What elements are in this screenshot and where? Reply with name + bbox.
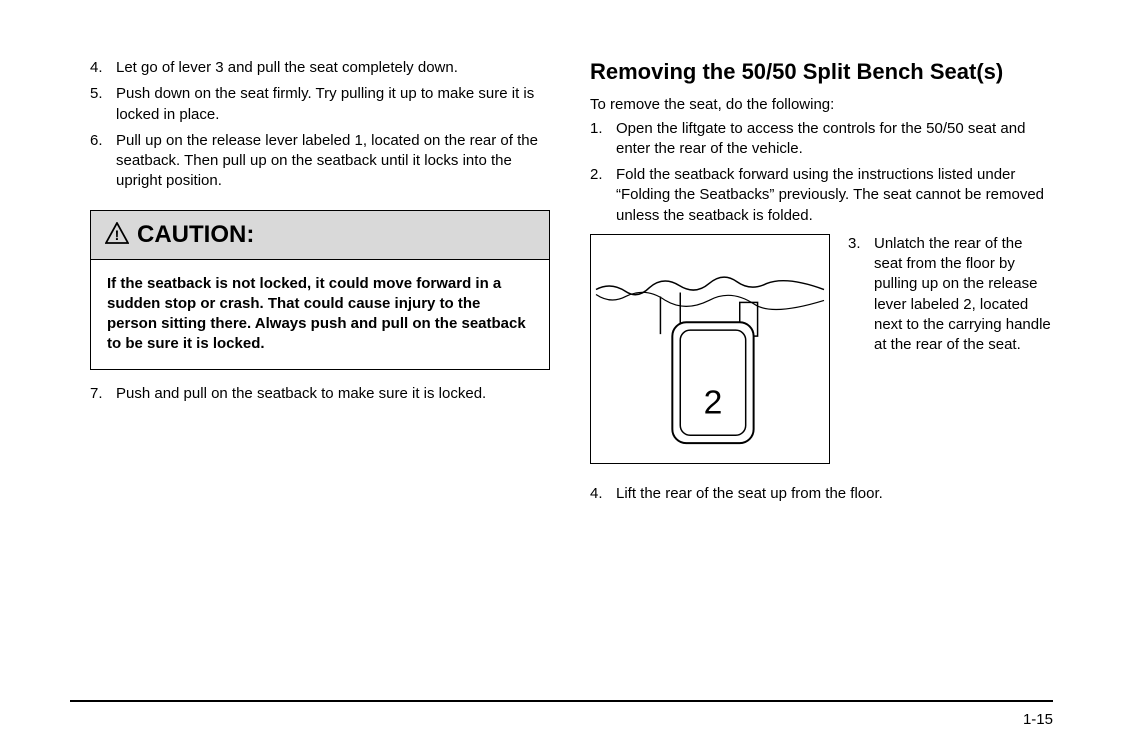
right-step-4: 4. Lift the rear of the seat up from the … [590,484,1053,504]
right-step-3: 3. Unlatch the rear of the seat from the… [848,234,1053,356]
caution-header: ! CAUTION: [91,211,549,260]
right-step-2: 2. Fold the seatback forward using the in… [590,165,1053,226]
step-num: 4. [90,58,103,78]
seat-lever-figure: 2 [590,234,830,464]
intro-text: To remove the seat, do the following: [590,96,1053,113]
step-text: Lift the rear of the seat up from the fl… [616,485,883,502]
step-num: 3. [848,234,861,254]
step-num: 7. [90,384,103,404]
step-num: 1. [590,119,603,139]
figure-label-2: 2 [704,383,723,421]
step-text: Fold the seatback forward using the inst… [616,166,1044,224]
step-text: Let go of lever 3 and pull the seat comp… [116,59,458,76]
step-6: 6. Pull up on the release lever labeled 1… [90,131,550,192]
step-text: Pull up on the release lever labeled 1, … [116,132,538,190]
step-4: 4. Let go of lever 3 and pull the seat co… [90,58,550,78]
step-text: Push down on the seat firmly. Try pullin… [116,85,534,122]
step-num: 6. [90,131,103,151]
svg-text:!: ! [115,227,120,243]
step-num: 4. [590,484,603,504]
step-5: 5. Push down on the seat firmly. Try pull… [90,84,550,125]
left-steps-lower: 7. Push and pull on the seatback to make … [90,384,550,404]
section-heading: Removing the 50/50 Split Bench Seat(s) [590,58,1053,86]
caution-box: ! CAUTION: If the seatback is not locked… [90,210,550,370]
step-num: 2. [590,165,603,185]
right-steps-upper: 1. Open the liftgate to access the contro… [590,119,1053,226]
right-steps-lower: 4. Lift the rear of the seat up from the … [590,484,1053,504]
caution-body: If the seatback is not locked, it could … [91,260,549,369]
right-step-1: 1. Open the liftgate to access the contro… [590,119,1053,160]
step-7: 7. Push and pull on the seatback to make … [90,384,550,404]
step-text: Push and pull on the seatback to make su… [116,385,486,402]
step-num: 5. [90,84,103,104]
step-text: Open the liftgate to access the controls… [616,120,1025,157]
left-steps-upper: 4. Let go of lever 3 and pull the seat co… [90,58,550,192]
page-number: 1-15 [1023,711,1053,728]
caution-label: CAUTION: [137,221,254,249]
warning-triangle-icon: ! [105,222,129,248]
footer-rule [70,700,1053,702]
step-text: Unlatch the rear of the seat from the fl… [874,235,1051,353]
